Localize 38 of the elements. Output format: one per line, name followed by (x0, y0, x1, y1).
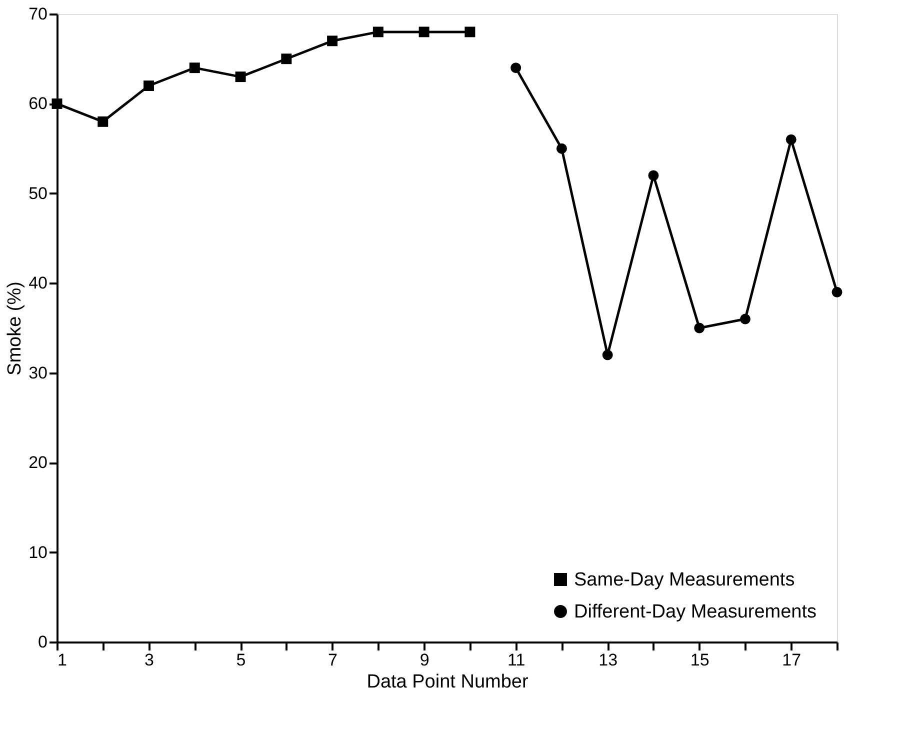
x-tick-label: 5 (236, 650, 246, 670)
x-tick-label: 1 (58, 650, 67, 670)
x-tick-label: 11 (507, 650, 526, 670)
x-tick-label: 15 (690, 650, 710, 670)
y-tick-label: 40 (28, 274, 48, 293)
x-axis-title: Data Point Number (366, 672, 529, 692)
x-tick-label: 3 (144, 650, 154, 670)
point (327, 36, 338, 46)
point (648, 170, 659, 181)
y-tick-label: 50 (28, 184, 48, 203)
y-axis-title: Smoke (%) (4, 282, 26, 376)
x-tick-label: 9 (420, 650, 430, 670)
point (235, 72, 246, 82)
point (556, 143, 567, 154)
point (832, 286, 842, 298)
x-tick-label: 13 (598, 650, 618, 670)
y-tick-label: 60 (28, 94, 48, 114)
point (418, 26, 430, 38)
legend-label: Same-Day Measurements (574, 570, 795, 590)
y-tick-label: 70 (28, 4, 48, 24)
point (602, 350, 613, 360)
y-tick-label: 0 (38, 632, 48, 652)
point (372, 26, 384, 38)
x-tick-label: 17 (782, 650, 802, 670)
point (786, 134, 796, 145)
point (510, 62, 522, 74)
y-tick-label: 10 (28, 542, 48, 562)
point (189, 62, 200, 74)
y-tick-label: 20 (28, 453, 48, 472)
point (98, 116, 108, 127)
point (740, 314, 750, 324)
x-tick-label: 7 (328, 650, 338, 670)
y-tick-label: 30 (28, 363, 48, 382)
point (464, 26, 476, 38)
point (694, 322, 705, 334)
legend-label: Different-Day Measurements (574, 602, 817, 622)
point (281, 54, 292, 64)
point (144, 80, 154, 92)
